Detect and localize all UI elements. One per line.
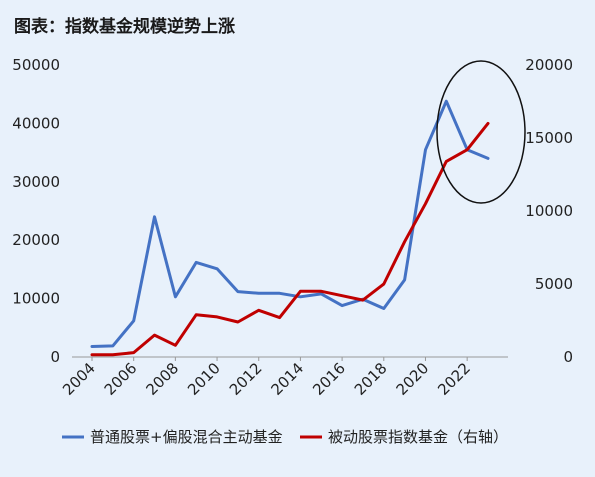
right-tick-label: 0	[563, 348, 573, 366]
x-tick-label: 2018	[351, 359, 391, 399]
highlight-ellipse	[436, 60, 526, 204]
x-tick-label: 2004	[59, 359, 99, 399]
left-tick-label: 20000	[12, 231, 60, 249]
left-tick-label: 10000	[12, 290, 60, 308]
right-tick-label: 10000	[525, 202, 573, 220]
x-tick-label: 2008	[142, 359, 182, 399]
x-tick-label: 2012	[226, 359, 266, 399]
chart-title: 图表：指数基金规模逆势上涨	[14, 17, 235, 37]
right-axis-ticks: 0 5000 10000 15000 20000	[525, 56, 573, 366]
series-line-1	[90, 99, 490, 348]
right-tick-label: 20000	[525, 56, 573, 74]
right-tick-label: 5000	[535, 275, 573, 293]
x-tick-label: 2010	[184, 359, 224, 399]
x-axis-ticks: 2004 2006 2008 2010 2012 2014 2016 2018 2020 2022	[59, 357, 474, 399]
left-tick-label: 40000	[12, 114, 60, 132]
x-tick-label: 2020	[393, 359, 433, 399]
x-tick-label: 2014	[268, 359, 308, 399]
series-lines	[90, 99, 490, 357]
right-tick-label: 15000	[525, 129, 573, 147]
left-tick-label: 30000	[12, 173, 60, 191]
legend-label: 普通股票+偏股混合主动基金	[90, 428, 283, 446]
series-line-2	[90, 121, 490, 357]
left-tick-label: 0	[50, 348, 60, 366]
left-axis-ticks: 0 10000 20000 30000 40000 50000	[12, 56, 60, 366]
x-tick-label: 2022	[434, 359, 474, 399]
x-tick-label: 2006	[101, 359, 141, 399]
x-tick-label: 2016	[309, 359, 349, 399]
legend-label: 被动股票指数基金（右轴）	[328, 428, 508, 446]
left-tick-label: 50000	[12, 56, 60, 74]
legend: 普通股票+偏股混合主动基金 被动股票指数基金（右轴）	[62, 428, 508, 446]
